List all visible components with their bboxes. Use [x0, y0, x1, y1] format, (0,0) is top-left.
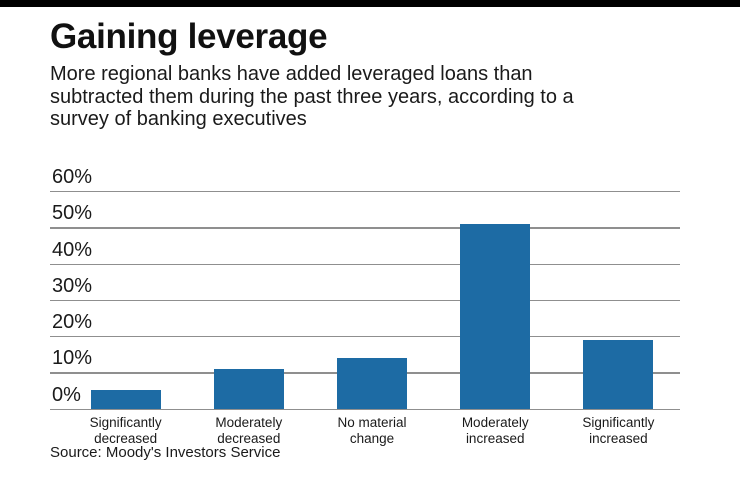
- x-axis-category-line: No material: [337, 415, 407, 430]
- chart-subtitle-line: survey of banking executives: [50, 108, 307, 130]
- x-axis-category-line: Moderately: [461, 415, 529, 430]
- chart-subtitle-line: More regional banks have added leveraged…: [50, 63, 533, 85]
- x-axis-category-label: No material change: [310, 415, 433, 446]
- x-axis-category-label: Moderately increased: [434, 415, 557, 446]
- x-axis-category-line: decreased: [217, 430, 281, 446]
- chart-title: Gaining leverage: [50, 17, 328, 56]
- x-axis-labels-row: Significantly decreased Moderately decrease…: [64, 415, 680, 446]
- bar: [213, 368, 284, 409]
- bar: [337, 357, 407, 409]
- bar: [90, 390, 161, 409]
- x-axis-category-label: Significantly decreased: [64, 415, 187, 446]
- gridline: [50, 408, 680, 410]
- y-axis-tick-label: 50%: [52, 202, 93, 225]
- x-axis-category-line: increased: [589, 430, 648, 446]
- x-axis-category-line: change: [349, 430, 395, 446]
- x-axis-category-label: Significantly increased: [557, 415, 680, 446]
- bar: [583, 339, 654, 409]
- y-axis-tick-label: 60%: [52, 166, 93, 188]
- chart-subtitle-line: subtracted them during the past three ye…: [50, 85, 574, 108]
- chart-subtitle: More regional banks have added leveraged…: [50, 63, 574, 131]
- x-axis-category-label: Moderately decreased: [187, 415, 310, 446]
- y-axis-tick-label: 30%: [52, 274, 93, 297]
- gridline: [50, 227, 680, 229]
- bars-row: [64, 191, 680, 409]
- y-axis-tick-label: 10%: [52, 347, 93, 370]
- bar-slot: [310, 191, 433, 409]
- chart-header: Gaining leverage More regional banks hav…: [50, 17, 574, 131]
- bar-slot: [64, 191, 187, 409]
- x-axis-category-line: increased: [465, 430, 525, 446]
- gridline: [50, 299, 680, 302]
- y-axis-tick-label: 20%: [52, 311, 93, 333]
- x-axis-category-line: Moderately: [215, 415, 283, 430]
- y-axis-tick-label: 40%: [52, 238, 93, 261]
- plot-area: 60% 50% 40% 30% 20% 10% 0% Significantly decreas…: [50, 166, 680, 446]
- bar-slot: [557, 191, 680, 409]
- bar: [460, 223, 531, 409]
- bar-slot: [187, 191, 310, 409]
- bar-slot: [434, 191, 557, 409]
- x-axis-category-line: Significantly: [582, 415, 655, 430]
- gridline: [50, 263, 680, 265]
- x-axis-category-line: decreased: [94, 430, 158, 446]
- top-accent-bar: [0, 0, 740, 7]
- y-axis-tick-label: 0%: [52, 383, 81, 406]
- x-axis-category-line: Significantly: [89, 415, 162, 430]
- source-note: Source: Moody's Investors Service: [50, 444, 281, 461]
- gridline: [50, 336, 680, 338]
- gridline: [50, 191, 680, 193]
